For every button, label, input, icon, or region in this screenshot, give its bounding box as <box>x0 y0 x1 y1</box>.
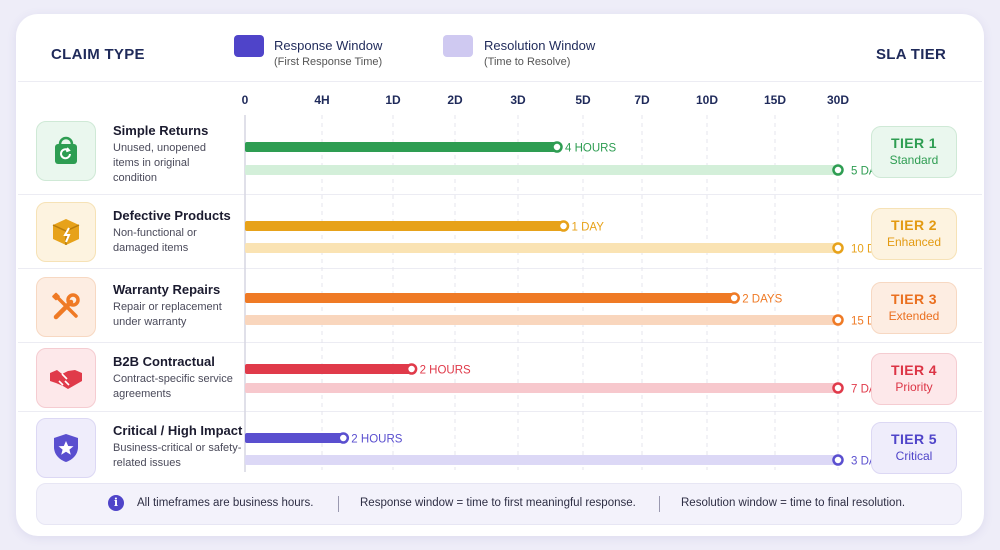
response-label: 2 DAYS <box>742 294 782 306</box>
response-marker <box>337 432 350 444</box>
defective-products-icon-box <box>36 202 96 262</box>
resolution-bar <box>245 383 838 393</box>
response-bar <box>245 221 564 231</box>
row-title: Defective Products <box>113 208 231 223</box>
shield-star-icon <box>54 434 78 462</box>
tier-sub: Enhanced <box>886 235 942 249</box>
broken-box-icon <box>52 219 80 245</box>
response-legend: Response Window (First Response Time) <box>274 37 382 71</box>
sla-tier-header: SLA TIER <box>876 46 947 63</box>
row-divider <box>18 194 982 195</box>
response-marker <box>728 292 740 304</box>
response-label: 2 HOURS <box>351 434 402 446</box>
claim-type-header: CLAIM TYPE <box>51 46 145 63</box>
resolution-marker <box>832 242 844 254</box>
resolution-bar <box>245 243 838 253</box>
response-bar <box>245 364 412 374</box>
resolution-legend: Resolution Window (Time to Resolve) <box>484 37 595 71</box>
footer-notes: i All timeframes are business hours. Res… <box>36 483 962 525</box>
response-label: 4 HOURS <box>565 143 616 155</box>
row-desc: Repair or replacement under warranty <box>113 301 222 328</box>
tier-label: TIER 4 <box>891 362 937 378</box>
handshake-icon <box>50 370 82 389</box>
tier-badge-5: TIER 5 Critical <box>871 422 957 474</box>
row-desc: Unused, unopened items in original condi… <box>113 142 206 184</box>
axis-tick-label: 15D <box>764 93 786 107</box>
footer-note-1: All timeframes are business hours. <box>137 497 314 509</box>
row-title: Warranty Repairs <box>113 282 221 297</box>
resolution-marker <box>832 164 844 176</box>
axis-tick-label: 2D <box>447 93 463 107</box>
sla-card <box>16 14 984 536</box>
tier-badge-4: TIER 4 Priority <box>871 353 957 405</box>
tier-sub: Extended <box>888 309 940 323</box>
critical-icon-box <box>36 418 96 478</box>
footer-note-3: Resolution window = time to final resolu… <box>681 497 906 509</box>
row-divider <box>18 268 982 269</box>
row-title: B2B Contractual <box>113 354 215 369</box>
tier-label: TIER 2 <box>891 217 937 233</box>
tier-sub: Critical <box>895 449 933 463</box>
footer-separator <box>338 496 339 512</box>
axis-tick-label: 7D <box>634 93 650 107</box>
response-legend-sub: (First Response Time) <box>274 56 383 68</box>
resolution-legend-sub: (Time to Resolve) <box>484 56 571 68</box>
response-bar <box>245 293 735 303</box>
tier-label: TIER 5 <box>891 431 937 447</box>
response-label: 2 HOURS <box>420 365 471 377</box>
wrench-screwdriver-icon <box>52 292 80 320</box>
resolution-marker <box>832 382 844 394</box>
response-legend-swatch <box>234 35 264 57</box>
response-marker <box>557 220 570 232</box>
tier-sub: Priority <box>895 380 933 394</box>
resolution-legend-label: Resolution Window <box>484 38 596 53</box>
tier-badge-2: TIER 2 Enhanced <box>871 208 957 260</box>
resolution-bar <box>245 315 838 325</box>
row-divider <box>18 411 982 412</box>
row-title: Critical / High Impact <box>113 423 243 438</box>
row-title: Simple Returns <box>113 123 209 138</box>
info-icon: i <box>108 495 124 511</box>
axis-tick-label: 4H <box>314 93 329 107</box>
resolution-legend-swatch <box>443 35 473 57</box>
footer-note-2: Response window = time to first meaningf… <box>360 497 636 509</box>
tier-label: TIER 3 <box>891 291 937 307</box>
simple-returns-icon-box <box>36 121 96 181</box>
response-label: 1 DAY <box>572 222 605 234</box>
axis-tick-label: 30D <box>827 93 849 107</box>
tier-label: TIER 1 <box>891 135 937 151</box>
tier-sub: Standard <box>889 153 939 167</box>
axis-tick-label: 3D <box>510 93 526 107</box>
row-divider <box>18 342 982 343</box>
b2b-contractual-icon-box <box>36 348 96 408</box>
resolution-bar <box>245 165 838 175</box>
row-desc: Contract-specific service agreements <box>113 373 233 400</box>
resolution-bar <box>245 455 838 465</box>
resolution-marker <box>832 314 844 326</box>
row-desc: Business-critical or safety-related issu… <box>113 442 242 469</box>
tier-badge-1: TIER 1 Standard <box>871 126 957 178</box>
header-divider <box>18 81 982 82</box>
axis-tick-label: 10D <box>696 93 718 107</box>
resolution-marker <box>832 454 844 466</box>
shopping-bag-return-icon <box>55 136 77 164</box>
axis-tick-label: 1D <box>385 93 401 107</box>
row-desc: Non-functional or damaged items <box>113 227 197 254</box>
axis-tick-label: 5D <box>575 93 591 107</box>
response-marker <box>405 363 418 375</box>
response-legend-label: Response Window <box>274 38 383 53</box>
response-marker <box>551 141 563 153</box>
tier-badge-3: TIER 3 Extended <box>871 282 957 334</box>
warranty-repairs-icon-box <box>36 277 96 337</box>
footer-separator <box>659 496 660 512</box>
axis-tick-label: 0 <box>242 93 249 107</box>
response-bar <box>245 142 557 152</box>
response-bar <box>245 433 344 443</box>
